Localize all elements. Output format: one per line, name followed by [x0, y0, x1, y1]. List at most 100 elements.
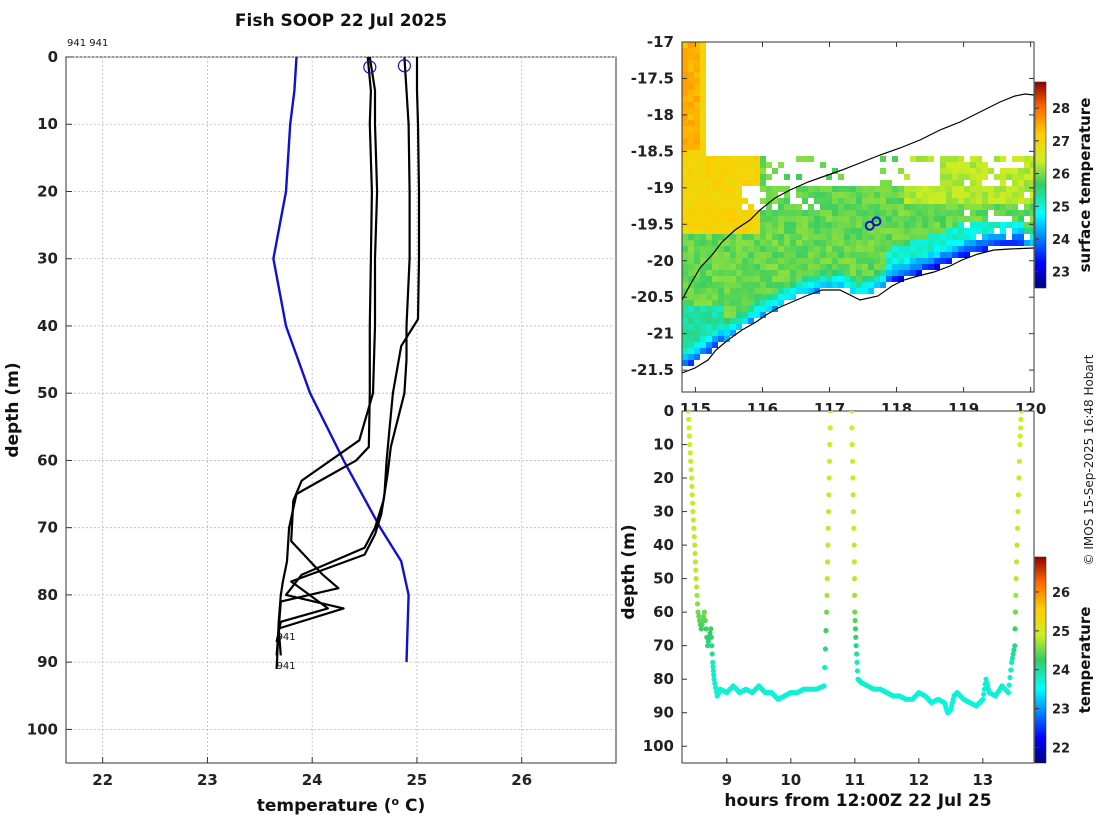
sst-cell	[838, 246, 844, 252]
sst-cell	[736, 216, 742, 222]
sst-cell	[778, 210, 784, 216]
sst-cell	[724, 192, 730, 198]
sst-cell	[874, 210, 880, 216]
sst-cell	[862, 234, 868, 240]
map-colorbar-tick-label: 24	[1052, 233, 1070, 248]
sst-cell	[880, 180, 886, 186]
sst-cell	[748, 180, 754, 186]
sst-cell	[736, 156, 742, 162]
sst-cell	[706, 288, 712, 294]
profile-start-marker	[363, 60, 377, 74]
sst-cell	[718, 180, 724, 186]
sst-cell	[934, 264, 940, 270]
sst-cell	[820, 276, 826, 282]
sst-cell	[982, 240, 988, 246]
sst-cell	[700, 60, 706, 66]
sst-cell	[694, 78, 700, 84]
sst-cell	[892, 198, 898, 204]
sst-cell	[916, 186, 922, 192]
sst-cell	[850, 204, 856, 210]
sst-cell	[952, 174, 958, 180]
section-data-point	[825, 525, 831, 531]
sst-cell	[712, 192, 718, 198]
sst-cell	[688, 312, 694, 318]
sst-cell	[772, 168, 778, 174]
sst-cell	[748, 174, 754, 180]
sst-cell	[706, 174, 712, 180]
sst-cell	[952, 222, 958, 228]
section-data-point	[1015, 509, 1021, 515]
sst-cell	[868, 192, 874, 198]
sst-cell	[682, 336, 688, 342]
sst-cell	[970, 198, 976, 204]
sst-cell	[736, 204, 742, 210]
sst-cell	[688, 354, 694, 360]
sst-cell	[682, 342, 688, 348]
sst-cell	[688, 336, 694, 342]
section-colorbar-tick-label: 25	[1052, 625, 1070, 640]
section-data-point	[850, 509, 857, 515]
sst-cell	[1030, 192, 1034, 198]
sst-cell	[802, 270, 808, 276]
sst-cell	[682, 216, 688, 222]
sst-cell	[760, 288, 766, 294]
section-data-point	[850, 458, 856, 464]
sst-cell	[718, 282, 724, 288]
sst-cell	[820, 240, 826, 246]
sst-cell	[694, 96, 700, 102]
sst-cell	[748, 156, 754, 162]
sst-cell	[1000, 222, 1006, 228]
section-data-point	[710, 659, 716, 666]
sst-cell	[958, 198, 964, 204]
sst-cell	[856, 288, 862, 294]
sst-cell	[958, 222, 964, 228]
sst-cell	[718, 210, 724, 216]
sst-cell	[826, 210, 832, 216]
sst-cell	[910, 222, 916, 228]
sst-cell	[946, 204, 952, 210]
sst-cell	[718, 306, 724, 312]
sst-cell	[706, 234, 712, 240]
sst-cell	[736, 288, 742, 294]
sst-cell	[982, 222, 988, 228]
map-colorbar	[1034, 81, 1047, 289]
sst-cell	[760, 282, 766, 288]
sst-cell	[778, 300, 784, 306]
sst-cell	[694, 156, 700, 162]
sst-cell	[910, 258, 916, 264]
section-data-point	[1011, 647, 1017, 653]
sst-cell	[988, 168, 994, 174]
sst-cell	[982, 234, 988, 240]
sst-cell	[838, 252, 844, 258]
sst-cell	[682, 348, 688, 354]
sst-cell	[910, 270, 916, 276]
sst-cell	[682, 270, 688, 276]
sst-cell	[730, 264, 736, 270]
sst-cell	[964, 168, 970, 174]
sst-cell	[850, 186, 856, 192]
sst-cell	[850, 192, 856, 198]
sst-cell	[868, 270, 874, 276]
sst-cell	[844, 276, 850, 282]
sst-map: -17 -17.5 -18 -18.5 -19 -19.5 -20 -20.5 -21 -21.5…	[631, 33, 1094, 418]
sst-cell	[856, 222, 862, 228]
sst-cell	[1024, 174, 1030, 180]
sst-cell	[1000, 234, 1006, 240]
credit-text: © IMOS 15-Sep-2025 16:48 Hobart	[1082, 354, 1096, 565]
sst-cell	[892, 240, 898, 246]
sst-cell	[838, 264, 844, 270]
sst-cell	[820, 252, 826, 258]
sst-cell	[820, 198, 826, 204]
sst-cell	[784, 288, 790, 294]
sst-cell	[868, 282, 874, 288]
sst-cell	[802, 252, 808, 258]
sst-cell	[724, 252, 730, 258]
sst-cell	[694, 174, 700, 180]
sst-cell	[754, 258, 760, 264]
sst-cell	[742, 198, 748, 204]
sst-cell	[952, 180, 958, 186]
sst-cell	[844, 216, 850, 222]
sst-cell	[712, 252, 718, 258]
sst-cell	[766, 288, 772, 294]
